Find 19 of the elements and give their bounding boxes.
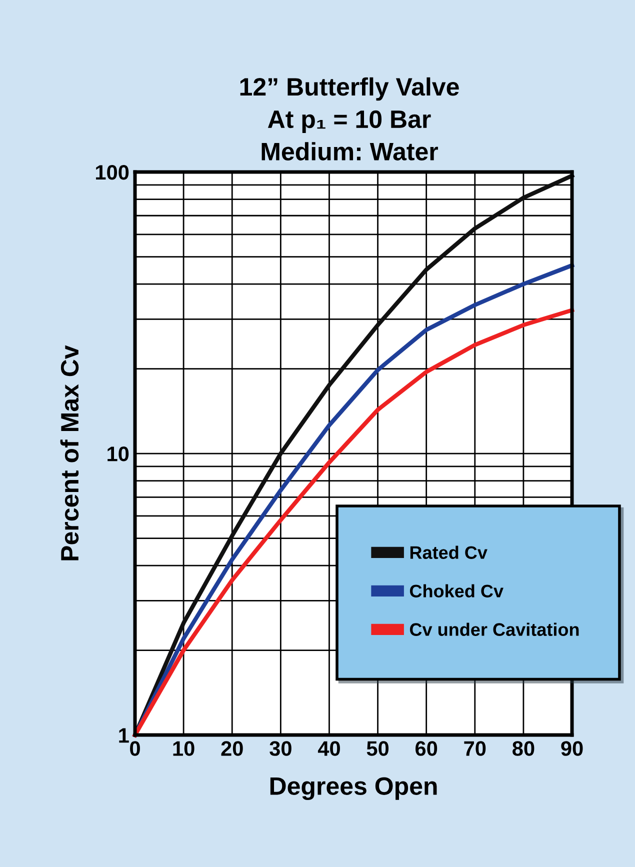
x-tick-label: 40 [318, 741, 340, 756]
x-axis-title: Degrees Open [270, 777, 437, 800]
legend-label: Rated Cv [410, 546, 488, 559]
legend-label: Cv under Cavitation [410, 622, 579, 636]
x-tick-label: 90 [561, 741, 583, 756]
x-tick-label: 10 [173, 741, 194, 756]
chart-title: 12” Butterfly Valve At p₁ = 10 Bar Medium: Water [240, 77, 459, 160]
y-tick-label: 10 [108, 446, 129, 462]
x-tick-label: 60 [416, 741, 438, 756]
x-tick-label: 30 [270, 741, 292, 756]
x-tick-label: 0 [130, 741, 140, 756]
y-tick-label: 100 [96, 165, 129, 180]
x-tick-label: 70 [464, 741, 486, 756]
legend-label: Choked Cv [410, 584, 504, 598]
y-axis-title: Percent of Max Cv [60, 345, 79, 560]
x-tick-label: 20 [221, 741, 243, 756]
y-tick-label: 1 [119, 728, 129, 743]
x-tick-label: 80 [512, 741, 534, 756]
x-tick-label: 50 [366, 741, 389, 756]
